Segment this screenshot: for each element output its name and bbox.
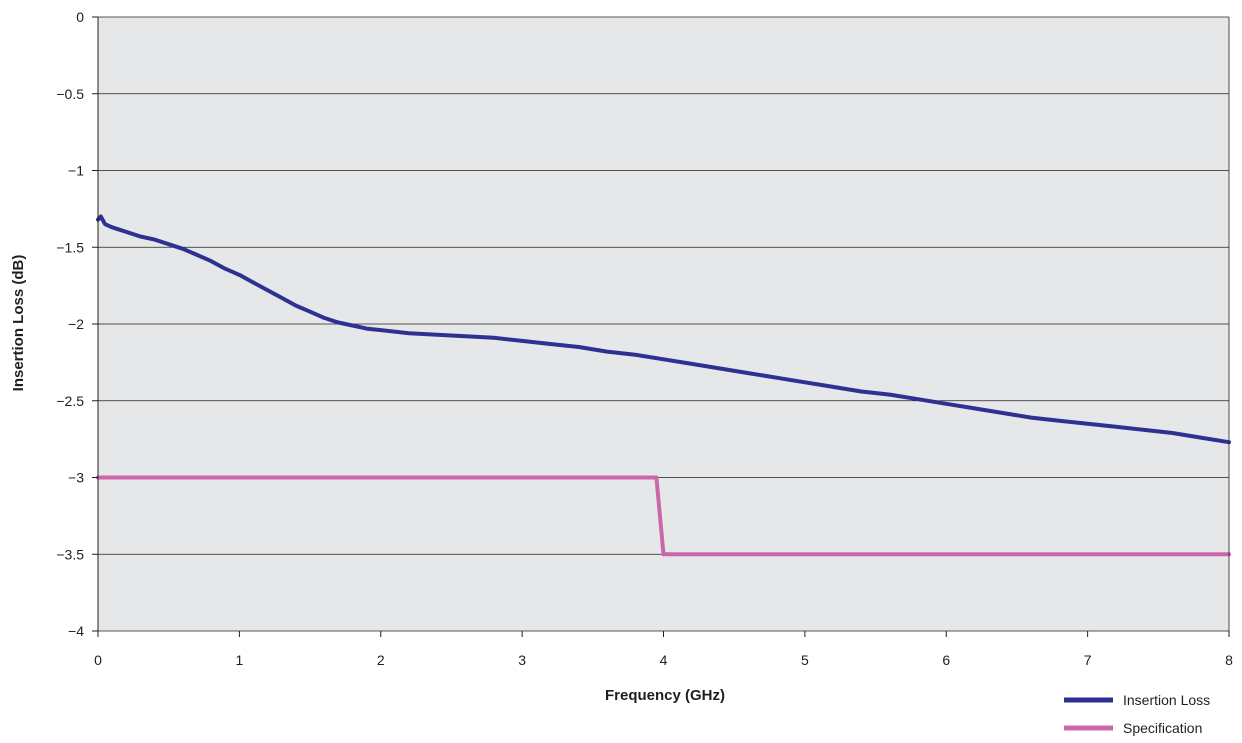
x-tick-label: 8 — [1225, 652, 1233, 668]
y-tick-label: −4 — [68, 623, 84, 639]
x-tick-label: 6 — [942, 652, 950, 668]
y-tick-label: −0.5 — [56, 86, 84, 102]
y-axis-title: Insertion Loss (dB) — [10, 255, 27, 392]
x-tick-label: 3 — [518, 652, 526, 668]
gridlines — [98, 16, 1229, 632]
y-axis-ticks: 0 −0.5 −1 −1.5 −2 −2.5 −3 −3.5 −4 — [56, 9, 98, 639]
y-tick-label: −1.5 — [56, 239, 84, 255]
y-tick-label: 0 — [76, 9, 84, 25]
y-tick-label: −2 — [68, 316, 84, 332]
y-tick-label: −2.5 — [56, 393, 84, 409]
series-layer — [96, 214, 1231, 557]
x-tick-label: 2 — [377, 652, 385, 668]
x-axis-ticks: 0 1 2 3 4 5 6 7 8 — [94, 631, 1233, 668]
y-tick-label: −3.5 — [56, 546, 84, 562]
legend-label-insertion-loss: Insertion Loss — [1123, 692, 1210, 708]
x-tick-label: 4 — [660, 652, 668, 668]
legend: Insertion Loss Specification — [1064, 692, 1210, 736]
x-tick-label: 7 — [1084, 652, 1092, 668]
y-tick-label: −1 — [68, 163, 84, 179]
x-tick-label: 0 — [94, 652, 102, 668]
x-axis-title: Frequency (GHz) — [605, 687, 725, 704]
legend-label-specification: Specification — [1123, 720, 1202, 736]
y-tick-label: −3 — [68, 470, 84, 486]
series-insertion-loss — [96, 214, 1231, 445]
series-specification — [96, 475, 1231, 557]
x-tick-label: 1 — [235, 652, 243, 668]
x-tick-label: 5 — [801, 652, 809, 668]
